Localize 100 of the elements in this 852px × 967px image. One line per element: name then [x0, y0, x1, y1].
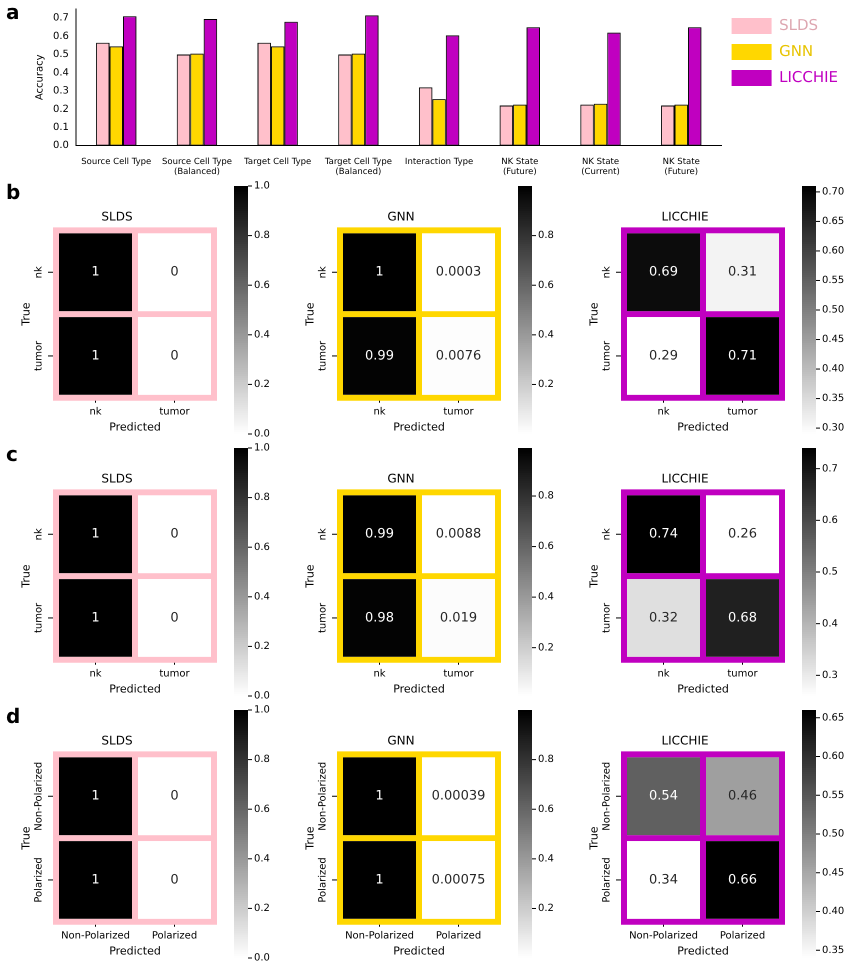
y-tick-label: nk: [318, 528, 329, 540]
x-tick-label: nk: [657, 668, 670, 680]
y-tick-label: nk: [34, 528, 45, 540]
data-label: 0.71: [728, 348, 757, 364]
x-axis-title: Predicted: [393, 944, 445, 958]
color-bar-label: 0.2: [538, 642, 554, 654]
data-label: 0.00075: [432, 872, 486, 888]
y-tick-label: Non-Polarized: [34, 762, 45, 831]
x-tick-label: Non-Polarized: [345, 930, 414, 942]
x-tick-label: tumor: [159, 668, 190, 680]
data-label: 1: [375, 872, 384, 888]
color-bar-label: 0.4: [538, 329, 554, 340]
data-label: 0.019: [440, 610, 478, 626]
y-tick-label: 0.3: [52, 86, 69, 97]
x-tick-label: Polarized: [436, 930, 482, 942]
x-tick-label: tumor: [443, 668, 474, 680]
y-axis-title: True: [19, 564, 32, 589]
x-tick-label: tumor: [443, 406, 474, 418]
color-bar-label: 0.4: [822, 618, 838, 630]
color-bar-label: 0.6: [254, 280, 270, 291]
data-label: 0: [170, 872, 179, 888]
chart-title: LICCHIE: [661, 733, 709, 748]
y-axis-title: True: [303, 564, 316, 589]
color-bar-label: 0.5: [822, 566, 838, 578]
color-bar-label: 1.0: [254, 704, 270, 716]
y-axis-title: True: [19, 302, 32, 327]
y-tick-label: 0.5: [52, 49, 69, 60]
x-axis-title: Predicted: [109, 420, 161, 434]
color-bar-label: 0.8: [254, 754, 270, 766]
x-tick-label: Polarized: [152, 930, 198, 942]
chart-title: LICCHIE: [661, 471, 709, 486]
x-tick-label: NK State (Current): [581, 156, 620, 178]
data-label: 0.32: [649, 610, 678, 626]
data-label: 0.0003: [436, 264, 482, 280]
y-axis-title: True: [587, 826, 600, 851]
data-label: 1: [91, 872, 100, 888]
y-tick-label: Polarized: [602, 857, 613, 903]
color-bar-label: 0.4: [254, 591, 270, 602]
x-tick-label: Non-Polarized: [629, 930, 698, 942]
data-label: 0.46: [728, 788, 757, 804]
y-tick-label: Non-Polarized: [318, 762, 329, 831]
color-bar-label: 1.0: [254, 442, 270, 454]
color-bar-label: 0.50: [822, 828, 844, 840]
x-axis-title: Predicted: [393, 420, 445, 434]
x-axis-title: Predicted: [109, 944, 161, 958]
x-tick-label: nk: [89, 668, 102, 680]
data-label: 0.0088: [436, 526, 482, 542]
x-tick-label: tumor: [727, 406, 758, 418]
x-tick-label: tumor: [727, 668, 758, 680]
x-tick-label: Polarized: [720, 930, 766, 942]
x-tick-label: NK State (Future): [501, 156, 538, 178]
y-tick-label: tumor: [34, 340, 45, 372]
color-bar-label: 0.50: [822, 304, 844, 316]
data-label: 0.26: [728, 526, 757, 542]
y-tick-label: nk: [318, 266, 329, 278]
chart-title: SLDS: [101, 733, 133, 748]
y-axis-title: Accuracy: [34, 54, 46, 100]
color-bar-label: 0.0: [254, 952, 270, 964]
color-bar-label: 0.8: [538, 230, 554, 242]
y-tick-label: 0.2: [52, 104, 69, 115]
color-bar-label: 0.6: [538, 280, 554, 291]
color-bar-label: 0.3: [822, 670, 838, 681]
y-tick-label: Non-Polarized: [602, 762, 613, 831]
x-tick-label: Interaction Type: [404, 156, 474, 167]
y-tick-label: nk: [602, 528, 613, 540]
color-bar-label: 0.8: [538, 754, 554, 766]
y-axis-title: True: [587, 302, 600, 327]
x-tick-label: NK State (Future): [662, 156, 700, 178]
data-label: 0: [170, 526, 179, 542]
data-label: 0.54: [649, 788, 678, 804]
x-axis-title: Predicted: [393, 682, 445, 696]
color-bar-label: 0.65: [822, 216, 844, 228]
y-axis-title: True: [303, 302, 316, 327]
chart-title: SLDS: [101, 471, 133, 486]
color-bar-label: 0.2: [538, 379, 554, 390]
text: b: [6, 180, 20, 204]
text: c: [6, 442, 18, 466]
data-label: 1: [91, 788, 100, 804]
data-label: 1: [375, 264, 384, 280]
chart-title: GNN: [387, 471, 415, 486]
color-bar-label: 0.8: [254, 492, 270, 504]
color-bar-label: 0.0: [254, 428, 270, 440]
data-label: 0: [170, 788, 179, 804]
x-tick-label: nk: [373, 668, 386, 680]
y-tick-label: 0.0: [52, 140, 69, 152]
color-bar-label: 0.35: [822, 944, 844, 956]
y-tick-label: tumor: [602, 340, 613, 372]
color-bar-label: 0.2: [254, 902, 270, 914]
color-bar-label: 0.2: [254, 378, 270, 390]
chart-title: GNN: [387, 209, 415, 224]
data-label: 0.74: [649, 526, 678, 542]
y-tick-label: nk: [602, 266, 613, 278]
color-bar-label: 0.7: [822, 463, 838, 474]
data-label: 1: [91, 264, 100, 280]
color-bar-label: 0.8: [538, 490, 554, 502]
color-bar-label: 0.6: [254, 804, 270, 815]
data-label: 1: [91, 348, 100, 364]
chart-title: SLDS: [101, 209, 133, 224]
data-label: 1: [91, 610, 100, 626]
chart-title: LICCHIE: [661, 209, 709, 224]
